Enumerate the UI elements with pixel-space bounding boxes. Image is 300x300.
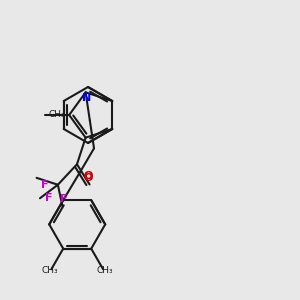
Text: CH₃: CH₃ <box>41 266 58 275</box>
Text: O: O <box>83 173 92 183</box>
Text: F: F <box>60 194 67 204</box>
Text: N: N <box>82 93 91 103</box>
Text: O: O <box>84 172 93 182</box>
Text: F: F <box>45 193 52 203</box>
Text: CH₃: CH₃ <box>48 110 65 119</box>
Text: F: F <box>40 180 48 190</box>
Text: CH₃: CH₃ <box>97 266 113 275</box>
